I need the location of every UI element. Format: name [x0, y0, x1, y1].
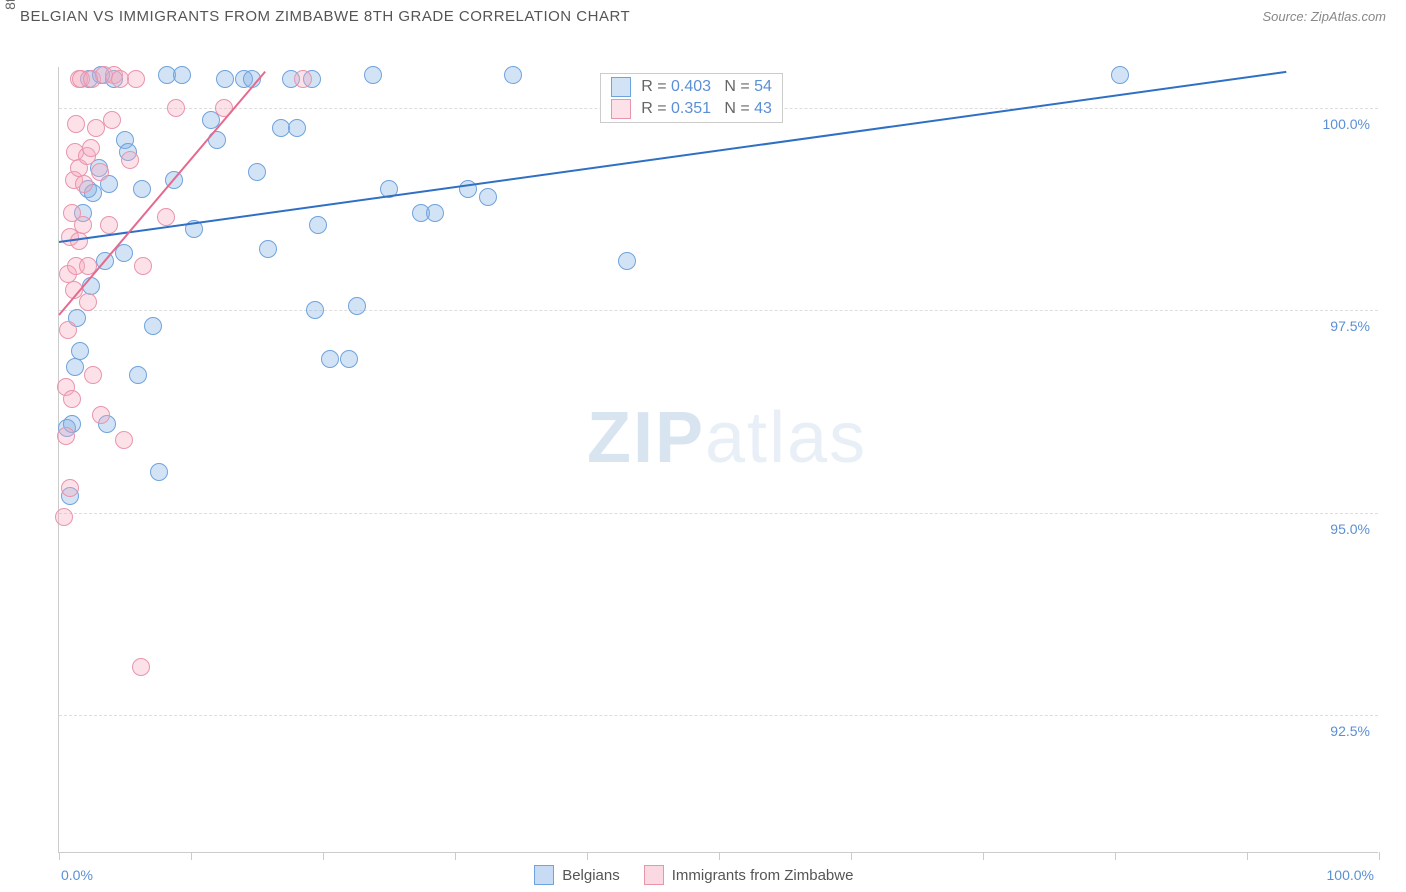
scatter-point [91, 163, 109, 181]
watermark: ZIPatlas [587, 397, 867, 479]
scatter-point [75, 175, 93, 193]
y-tick-label: 100.0% [1323, 116, 1370, 132]
scatter-point [479, 188, 497, 206]
scatter-point [216, 70, 234, 88]
legend-label: Immigrants from Zimbabwe [672, 867, 854, 884]
scatter-point [57, 427, 75, 445]
legend-item: Belgians [534, 865, 620, 885]
scatter-point [92, 406, 110, 424]
scatter-point [74, 216, 92, 234]
x-tick [851, 852, 852, 860]
scatter-point [82, 139, 100, 157]
scatter-point [67, 115, 85, 133]
chart-source: Source: ZipAtlas.com [1262, 9, 1386, 24]
scatter-point [364, 66, 382, 84]
scatter-point [134, 257, 152, 275]
y-tick-label: 97.5% [1330, 318, 1370, 334]
stat-r-label: R = [641, 78, 671, 96]
scatter-point [618, 252, 636, 270]
stat-n-label: N = [711, 78, 754, 96]
gridline [59, 310, 1378, 311]
gridline [59, 715, 1378, 716]
scatter-point [173, 66, 191, 84]
scatter-point [426, 204, 444, 222]
scatter-point [150, 463, 168, 481]
stat-n-value: 43 [754, 100, 772, 118]
scatter-point [348, 297, 366, 315]
scatter-point [288, 119, 306, 137]
legend-swatch [611, 99, 631, 119]
chart-header: BELGIAN VS IMMIGRANTS FROM ZIMBABWE 8TH … [0, 0, 1406, 29]
scatter-point [115, 431, 133, 449]
scatter-point [63, 390, 81, 408]
x-tick [191, 852, 192, 860]
x-tick [1379, 852, 1380, 860]
scatter-point [66, 358, 84, 376]
scatter-point [61, 479, 79, 497]
scatter-point [1111, 66, 1129, 84]
x-tick [59, 852, 60, 860]
scatter-point [129, 366, 147, 384]
stats-row: R = 0.351 N = 43 [601, 98, 782, 120]
scatter-point [100, 216, 118, 234]
scatter-point [340, 350, 358, 368]
x-tick [587, 852, 588, 860]
scatter-point [70, 232, 88, 250]
scatter-point [127, 70, 145, 88]
x-tick-label: 100.0% [1327, 867, 1374, 883]
scatter-point [459, 180, 477, 198]
stats-row: R = 0.403 N = 54 [601, 76, 782, 98]
x-tick [323, 852, 324, 860]
scatter-plot-area: ZIPatlas 100.0%97.5%95.0%92.5%0.0%100.0%… [58, 67, 1378, 853]
x-tick [455, 852, 456, 860]
stat-r-value: 0.351 [671, 100, 711, 118]
legend-swatch [611, 77, 631, 97]
scatter-point [79, 293, 97, 311]
y-tick-label: 95.0% [1330, 521, 1370, 537]
scatter-point [144, 317, 162, 335]
gridline [59, 513, 1378, 514]
stat-n-value: 54 [754, 78, 772, 96]
x-tick [1247, 852, 1248, 860]
stat-r-value: 0.403 [671, 78, 711, 96]
scatter-point [294, 70, 312, 88]
scatter-point [132, 658, 150, 676]
scatter-point [157, 208, 175, 226]
y-tick-label: 92.5% [1330, 723, 1370, 739]
scatter-point [71, 342, 89, 360]
chart-title: BELGIAN VS IMMIGRANTS FROM ZIMBABWE 8TH … [20, 8, 630, 25]
legend-swatch [644, 865, 664, 885]
scatter-point [309, 216, 327, 234]
scatter-point [59, 321, 77, 339]
scatter-point [167, 99, 185, 117]
x-tick [719, 852, 720, 860]
scatter-point [55, 508, 73, 526]
scatter-point [321, 350, 339, 368]
legend-label: Belgians [562, 867, 620, 884]
scatter-point [306, 301, 324, 319]
scatter-point [504, 66, 522, 84]
x-tick [983, 852, 984, 860]
stat-n-label: N = [711, 100, 754, 118]
x-tick [1115, 852, 1116, 860]
legend-item: Immigrants from Zimbabwe [644, 865, 854, 885]
bottom-legend: Belgians Immigrants from Zimbabwe [534, 865, 853, 885]
scatter-point [121, 151, 139, 169]
legend-swatch [534, 865, 554, 885]
scatter-point [103, 111, 121, 129]
scatter-point [133, 180, 151, 198]
stat-r-label: R = [641, 100, 671, 118]
correlation-stats-box: R = 0.403 N = 54R = 0.351 N = 43 [600, 73, 783, 123]
scatter-point [259, 240, 277, 258]
scatter-point [84, 366, 102, 384]
x-tick-label: 0.0% [61, 867, 93, 883]
scatter-point [248, 163, 266, 181]
y-axis-label: 8th Grade [2, 0, 18, 10]
